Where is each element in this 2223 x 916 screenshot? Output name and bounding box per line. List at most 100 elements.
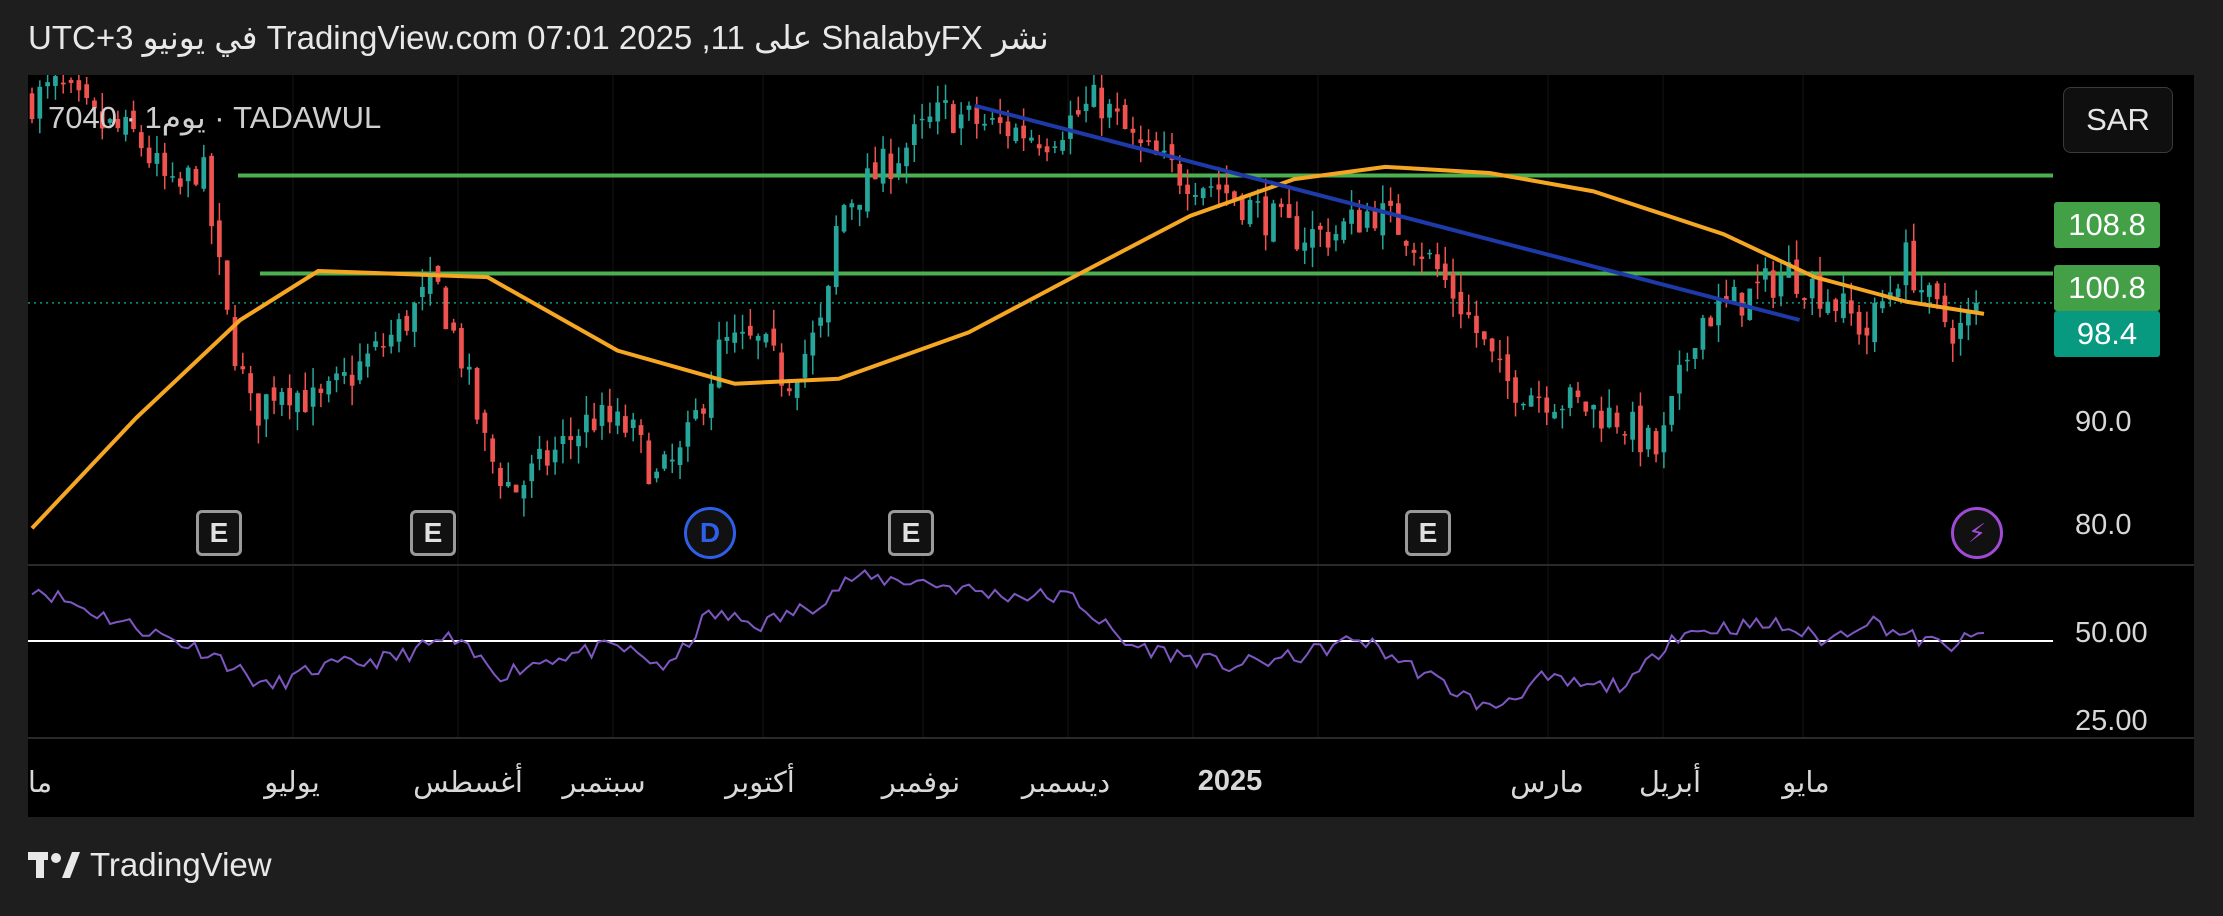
candle-body	[982, 123, 987, 126]
candle-body	[1021, 125, 1026, 139]
candle-body	[818, 317, 823, 326]
candle-body	[349, 374, 355, 386]
candle-body	[576, 435, 581, 447]
candle-body	[1036, 144, 1042, 149]
candle-body	[482, 412, 488, 433]
candle-body	[1880, 301, 1885, 309]
candle-body	[997, 117, 1003, 123]
candle-body	[1325, 231, 1331, 248]
publish-header: نشر ShalabyFX على TradingView.com 07:01 …	[28, 19, 1049, 56]
candle-body	[513, 484, 519, 493]
candle-body	[1567, 387, 1573, 408]
candle-body	[1200, 188, 1206, 199]
candle-body	[935, 102, 941, 122]
candle-body	[630, 419, 636, 428]
candle-body	[178, 178, 183, 187]
candle-body	[1544, 397, 1550, 413]
dividend-marker[interactable]: D	[684, 507, 736, 559]
candle-body	[537, 448, 542, 460]
chart-area[interactable]	[28, 75, 2194, 817]
candle-body	[763, 334, 769, 343]
candle-body	[1895, 288, 1901, 298]
candle-body	[911, 124, 917, 146]
candle-body	[1427, 252, 1432, 255]
candle-body	[1286, 204, 1292, 218]
candle-body	[669, 459, 675, 462]
chart-svg[interactable]	[28, 75, 2194, 817]
candle-body	[318, 388, 324, 393]
candle-body	[841, 205, 847, 232]
symbol-info: 7040 · 1يوم · TADAWUL	[48, 100, 382, 135]
price-axis-label: 80.0	[2075, 509, 2132, 541]
candle-body	[1638, 405, 1643, 453]
candle-body	[1060, 140, 1065, 151]
candle-body	[1185, 184, 1190, 195]
candle-body	[60, 82, 66, 85]
candle-body	[1169, 144, 1175, 161]
candle-body	[1653, 431, 1659, 455]
footer-brand[interactable]: TradingView	[28, 846, 272, 884]
earnings-marker[interactable]: E	[888, 510, 934, 556]
candle-body	[29, 93, 35, 120]
candle-body	[560, 435, 566, 445]
candle-body	[99, 111, 105, 129]
candle-body	[1278, 203, 1284, 208]
candle-body	[1505, 354, 1511, 382]
earnings-marker[interactable]: E	[1405, 510, 1451, 556]
candle-body	[131, 110, 136, 129]
candle-body	[958, 114, 964, 129]
currency-button[interactable]: SAR	[2063, 87, 2173, 153]
candle-body	[724, 337, 730, 341]
candle-body	[1864, 327, 1870, 336]
candle-body	[138, 132, 144, 149]
flash-icon[interactable]: ⚡	[1951, 507, 2003, 559]
candle-body	[1435, 254, 1440, 270]
candle-body	[334, 373, 339, 381]
candle-body	[1591, 405, 1596, 410]
candle-body	[1044, 146, 1050, 153]
candle-body	[1841, 293, 1846, 319]
candle-body	[1552, 411, 1557, 419]
candle-body	[326, 380, 332, 395]
candle-body	[1481, 331, 1487, 340]
candle-body	[755, 335, 761, 341]
candle-body	[1107, 103, 1112, 118]
candle-body	[1614, 412, 1620, 428]
time-axis-label: يوليو	[264, 767, 320, 799]
candle-body	[341, 372, 347, 376]
candle-body	[396, 319, 402, 342]
price-axis-label: 90.0	[2075, 406, 2132, 438]
time-axis-label: سبتمبر	[562, 767, 646, 799]
candle-body	[217, 220, 222, 258]
candle-body	[1216, 184, 1222, 190]
candle-body	[37, 86, 43, 119]
candle-body	[1138, 139, 1144, 144]
candle-body	[880, 148, 886, 184]
candle-body	[1029, 137, 1034, 141]
candle-body	[1224, 184, 1229, 194]
candle-body	[1684, 359, 1690, 362]
candle-body	[498, 467, 503, 487]
candle-body	[1130, 128, 1136, 133]
candle-body	[1294, 216, 1300, 250]
candle-body	[1403, 240, 1409, 246]
candle-body	[1778, 275, 1784, 297]
earnings-marker[interactable]: E	[410, 510, 456, 556]
candle-body	[685, 422, 691, 447]
candle-body	[1747, 288, 1753, 320]
candle-body	[638, 425, 644, 436]
candle-body	[224, 260, 230, 310]
candle-body	[1372, 209, 1378, 229]
candle-body	[1794, 259, 1799, 294]
rsi-axis-label: 25.00	[2075, 705, 2148, 737]
candle-body	[1122, 104, 1128, 129]
candle-body	[974, 107, 980, 124]
candle-body	[1193, 194, 1198, 197]
candle-body	[466, 366, 472, 370]
candle-body	[1333, 234, 1339, 241]
candle-body	[607, 405, 613, 423]
candle-body	[740, 331, 745, 334]
time-axis-label: 2025	[1197, 765, 1263, 797]
earnings-marker[interactable]: E	[196, 510, 242, 556]
time-axis-label: مارس	[1510, 767, 1584, 799]
